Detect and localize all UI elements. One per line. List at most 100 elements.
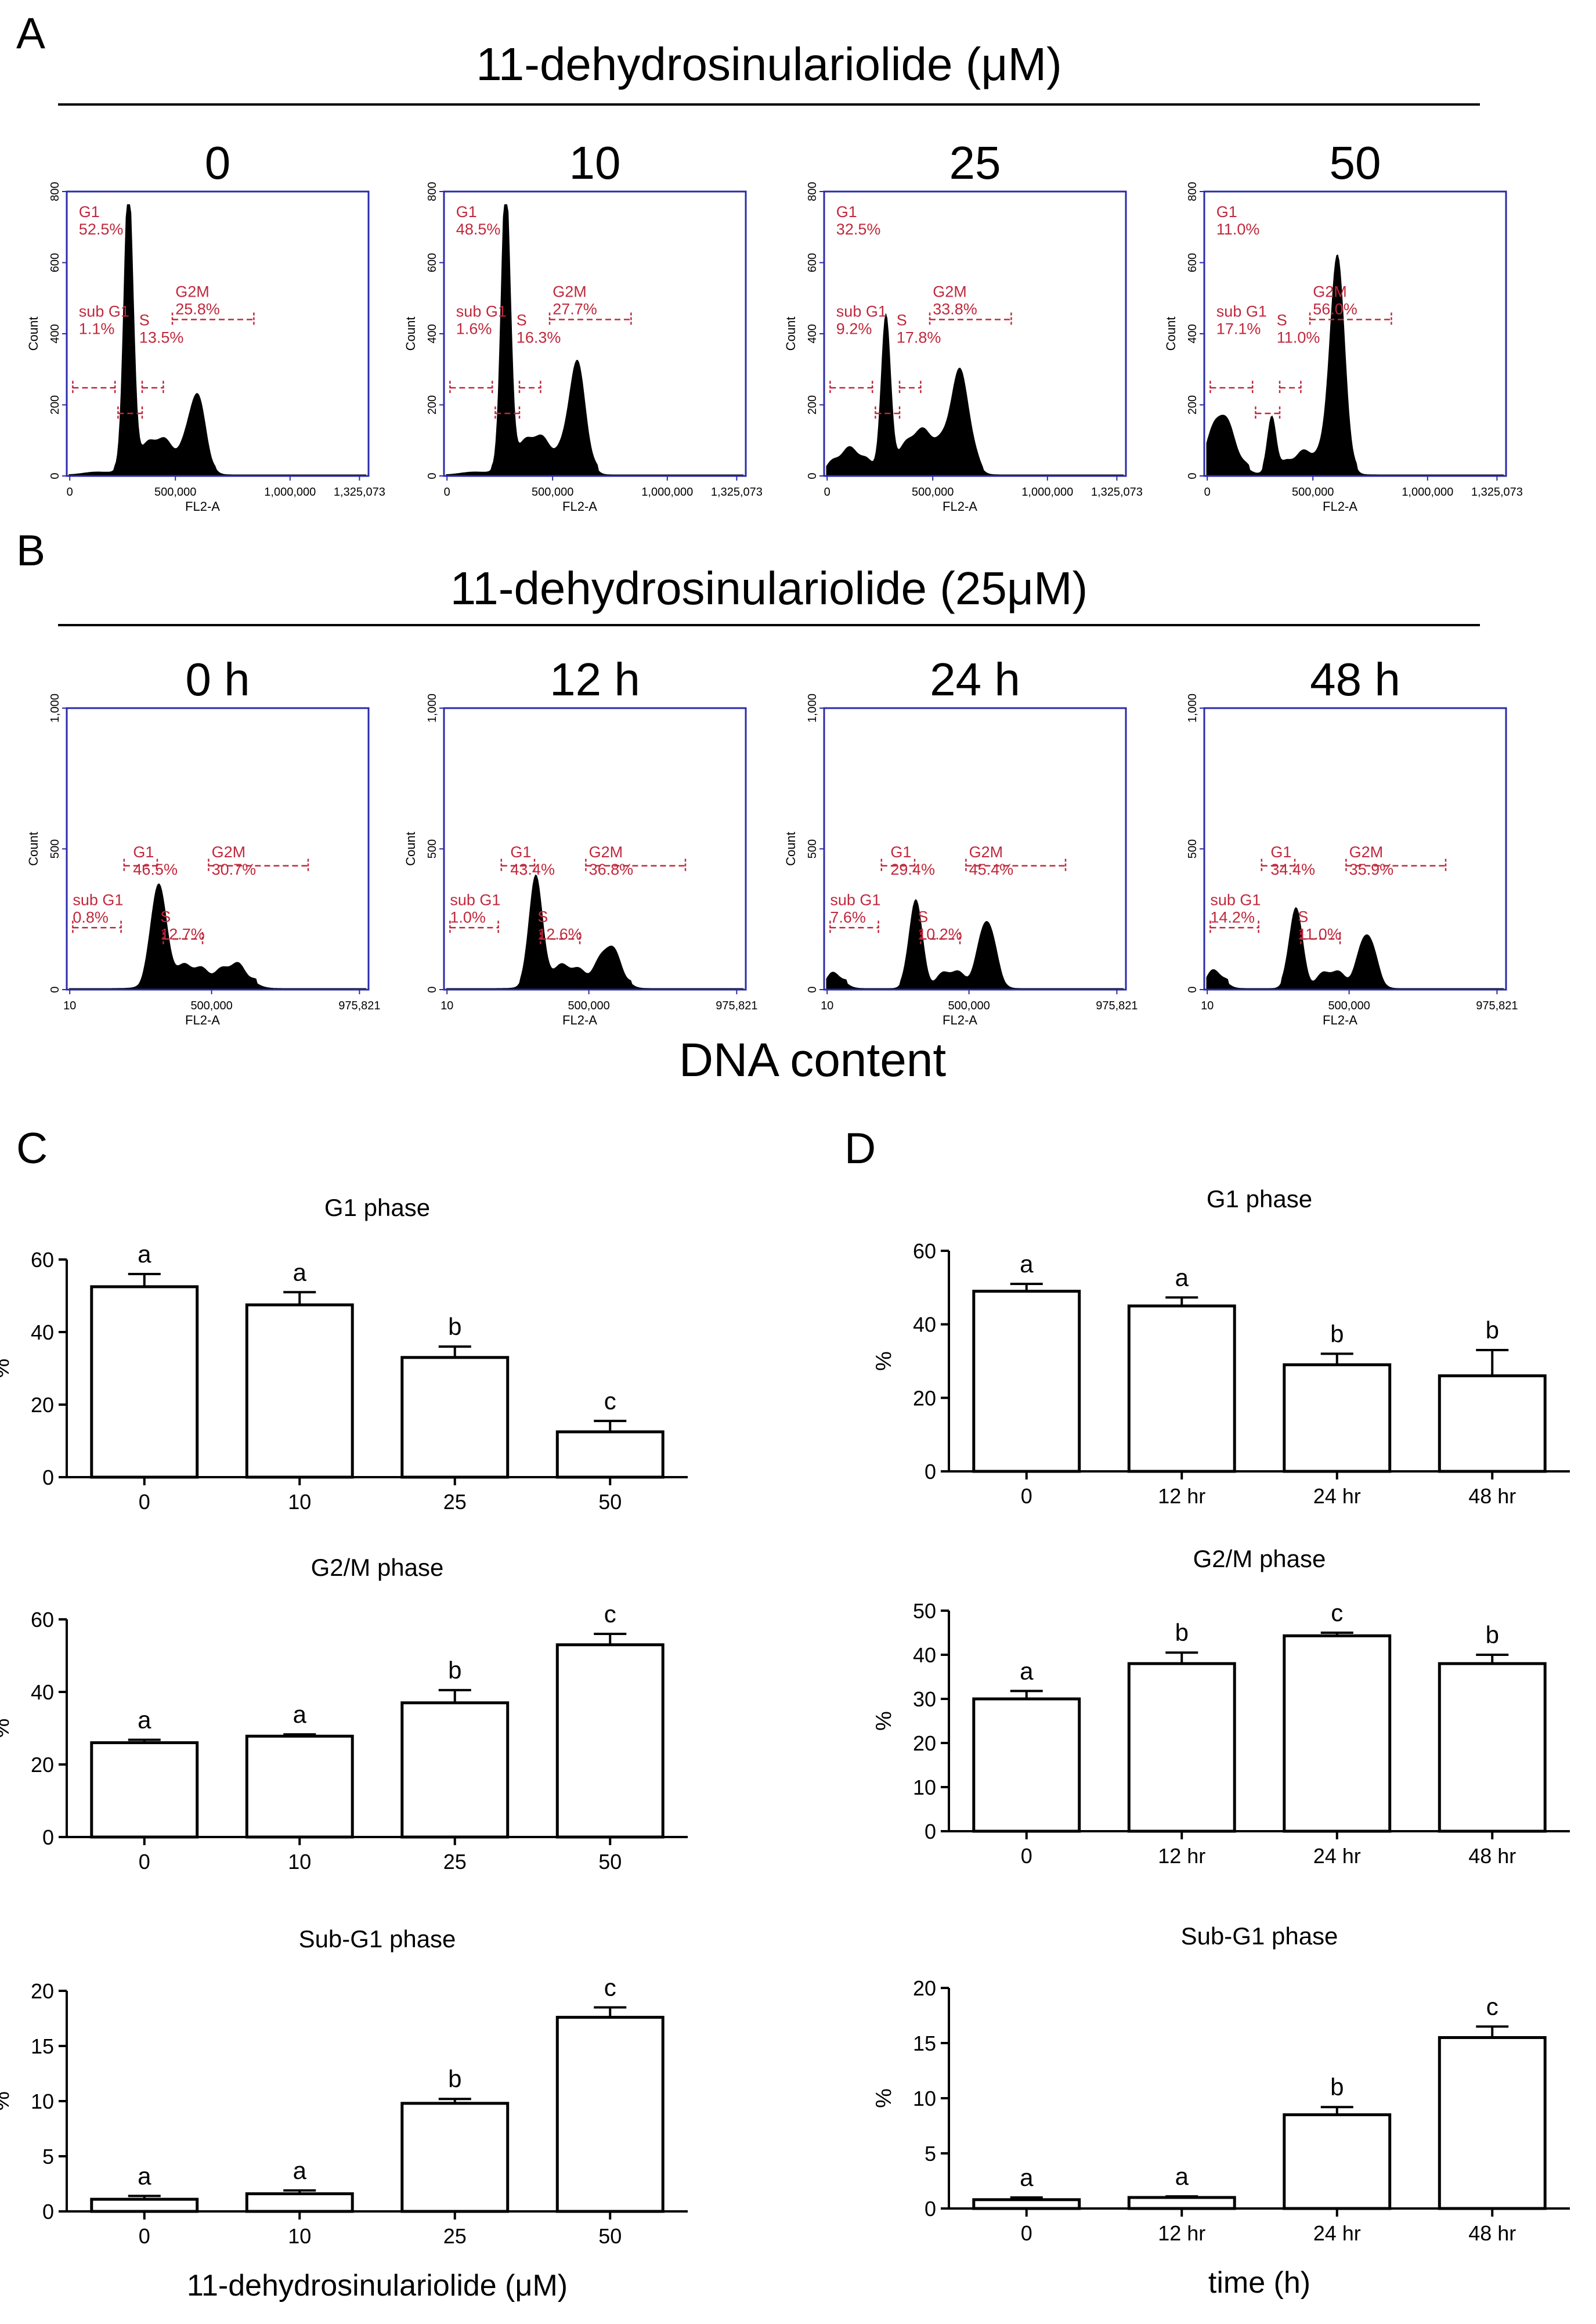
hist-a-1-gate-value: 1.6% [456, 320, 492, 338]
bar-c-g2m-ytick-label: 40 [31, 1680, 54, 1704]
bar-c-subg1-xlabel: 11-dehydrosinulariolide (μM) [187, 2269, 568, 2303]
hist-b-2-xtick-label: 975,821 [1096, 999, 1138, 1012]
bar-c-subg1-chart [59, 1990, 688, 2220]
hist-b-0-title: 0 h [185, 654, 250, 705]
bar-c-subg1-ytick-label: 15 [31, 2034, 54, 2058]
hist-a-0-gate-value: 25.8% [175, 300, 220, 317]
hist-a-3-xlabel: FL2-A [1323, 499, 1357, 514]
hist-a-2-xlabel: FL2-A [943, 499, 977, 514]
bar-c-g1-ytick-label: 20 [31, 1393, 54, 1417]
hist-b-1-xtick-label: 975,821 [716, 999, 757, 1012]
hist-a-3-histogram-fill [1206, 254, 1504, 475]
hist-b-3-gate-name: sub G1 [1210, 892, 1261, 909]
hist-b-3-gate-value: 11.0% [1298, 926, 1341, 943]
hist-a-1-xlabel: FL2-A [562, 499, 597, 514]
bar-d-g1-chart [941, 1250, 1570, 1479]
hist-a-0-gate-name: G1 [79, 203, 100, 221]
hist-a-1-histogram [439, 190, 747, 481]
hist-a-1-ytick-label: 200 [426, 395, 439, 414]
hist-a-0-ytick-label: 400 [49, 324, 62, 343]
hist-a-2-xtick-label: 500,000 [912, 486, 954, 499]
bar-d-g2m-xtick-label: 0 [1021, 1844, 1032, 1868]
bar-c-subg1-ytick-label: 10 [31, 2090, 54, 2113]
hist-b-2-xtick-label: 10 [821, 999, 833, 1012]
bar-d-g2m-sig-letter: b [1175, 1619, 1189, 1646]
bar-d-subg1-title: Sub-G1 phase [1181, 1922, 1338, 1950]
bar-d-g1-ytick-label: 40 [913, 1313, 936, 1337]
hist-a-2-gate-value: 9.2% [836, 320, 872, 338]
bar-c-g2m-sig-letter: c [604, 1600, 616, 1627]
hist-a-0-gate-value: 13.5% [139, 329, 184, 346]
hist-b-2-ylabel: Count [783, 832, 798, 866]
hist-a-0-xtick-label: 1,325,073 [334, 486, 385, 499]
hist-b-1-ytick-label: 0 [426, 986, 439, 993]
hist-b-2-xlabel: FL2-A [943, 1013, 977, 1027]
hist-a-0-xlabel: FL2-A [185, 499, 220, 514]
bar-c-subg1-xtick-label: 0 [139, 2224, 150, 2248]
hist-a-1-xtick-label: 1,000,000 [641, 486, 693, 499]
hist-b-1-xtick-label: 500,000 [568, 999, 609, 1012]
hist-a-3-gate-name: G1 [1216, 203, 1237, 221]
hist-b-0-gate-name: sub G1 [73, 892, 123, 909]
bar-d-subg1-xtick-label: 24 hr [1313, 2221, 1361, 2245]
hist-a-3-ytick-label: 600 [1186, 253, 1199, 272]
hist-a-3-gate-name: G2M [1313, 283, 1347, 300]
bar-d-subg1-sig-letter: c [1486, 1993, 1498, 2020]
bar-c-g1-ytick-label: 40 [31, 1320, 54, 1344]
hist-a-2-xtick-label: 1,325,073 [1091, 486, 1143, 499]
hist-a-1-gate-value: 16.3% [517, 329, 561, 346]
hist-b-1-gate-name: G1 [510, 843, 531, 861]
bar-d-g2m-chart [941, 1610, 1570, 1839]
section-b-title: 11-dehydrosinulariolide (25μM) [450, 562, 1088, 614]
hist-b-2-ytick-label: 1,000 [806, 694, 819, 723]
hist-a-1-xtick-label: 500,000 [532, 486, 573, 499]
hist-b-1-ytick-label: 500 [426, 839, 439, 858]
hist-a-1-xtick-label: 0 [444, 486, 450, 499]
hist-a-1-histogram-fill [446, 204, 743, 475]
section-b-rule [58, 624, 1480, 626]
bar-d-g1-xtick-label: 12 hr [1158, 1484, 1205, 1508]
hist-a-0-ytick-label: 600 [49, 253, 62, 272]
bar-d-g2m-sig-letter: a [1020, 1657, 1034, 1684]
hist-b-0-xtick-label: 975,821 [338, 999, 380, 1012]
bar-c-g2m-xtick-label: 50 [598, 1850, 622, 1874]
bar-c-g1-xtick-label: 25 [443, 1490, 467, 1514]
bar-d-subg1-ylabel: % [872, 2088, 896, 2108]
hist-a-2-ytick-label: 800 [806, 182, 819, 201]
hist-b-1-ytick-label: 1,000 [426, 694, 439, 723]
hist-b-0-gate-value: 12.7% [160, 926, 205, 943]
hist-a-2-gate-value: 32.5% [836, 221, 881, 238]
bar-d-g1-bar [1283, 1363, 1392, 1473]
hist-a-2-ytick-label: 200 [806, 395, 819, 414]
hist-a-3-gate-value: 56.0% [1313, 300, 1357, 317]
hist-a-0-ytick-label: 0 [49, 472, 62, 479]
bar-d-subg1-ytick-label: 15 [913, 2031, 936, 2055]
hist-a-2-gate-name: sub G1 [836, 303, 887, 320]
hist-a-0-gate-name: sub G1 [79, 303, 129, 320]
bar-d-g2m-bar [972, 1697, 1081, 1833]
hist-a-2-ytick-label: 400 [806, 324, 819, 343]
bar-c-g1-ylabel: % [0, 1359, 14, 1378]
bar-d-subg1-bar [1438, 2036, 1547, 2210]
bar-c-subg1-title: Sub-G1 phase [299, 1925, 456, 1953]
hist-b-2-histogram-fill [826, 899, 1124, 989]
bar-d-subg1-ytick-label: 20 [913, 1976, 936, 2000]
hist-a-1-title: 10 [569, 137, 621, 189]
bar-d-g1-bar [1127, 1304, 1236, 1473]
bar-c-g1-sig-letter: b [448, 1313, 461, 1340]
hist-b-2-gate-name: S [918, 908, 928, 926]
hist-a-2-xtick-label: 1,000,000 [1021, 486, 1073, 499]
bar-c-subg1-bar [555, 2016, 665, 2213]
hist-a-1-gate-value: 48.5% [456, 221, 501, 238]
bar-d-g2m-xtick-label: 48 hr [1468, 1844, 1516, 1868]
hist-a-2-histogram [819, 190, 1127, 481]
hist-a-1-gate-name: S [517, 311, 527, 329]
bar-c-subg1-sig-letter: c [604, 1974, 616, 2001]
hist-a-3-ytick-label: 400 [1186, 324, 1199, 343]
bar-c-subg1-ytick-label: 5 [42, 2145, 54, 2168]
bar-c-g2m-xtick-label: 0 [139, 1850, 150, 1874]
panel-letter-d: D [844, 1124, 876, 1172]
hist-b-2-ytick-label: 500 [806, 839, 819, 858]
bar-c-g2m-sig-letter: a [293, 1701, 307, 1728]
hist-b-3-gate-value: 14.2% [1210, 909, 1255, 926]
